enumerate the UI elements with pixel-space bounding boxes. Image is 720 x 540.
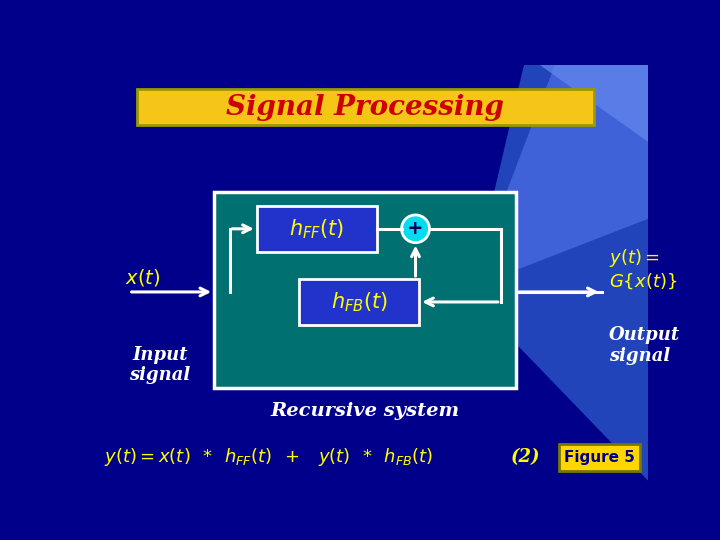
FancyBboxPatch shape (137, 90, 594, 125)
Text: (2): (2) (510, 449, 540, 467)
Text: $h_{FF}(t)$: $h_{FF}(t)$ (289, 217, 344, 241)
Bar (214, 192, 516, 388)
Text: Output
signal: Output signal (609, 327, 680, 365)
Polygon shape (469, 65, 648, 481)
Text: Figure 5: Figure 5 (564, 450, 634, 465)
Bar (300, 279, 419, 325)
Text: Input
signal: Input signal (129, 346, 190, 384)
Bar (559, 444, 640, 470)
Text: $x(t)$: $x(t)$ (125, 267, 160, 288)
Circle shape (402, 215, 429, 242)
Polygon shape (539, 65, 648, 142)
Polygon shape (469, 65, 648, 288)
Text: +: + (408, 219, 424, 238)
Text: $y(t) =$
$G\{x(t)\}$: $y(t) =$ $G\{x(t)\}$ (609, 247, 678, 291)
Bar (256, 206, 377, 252)
Text: Recursive system: Recursive system (271, 402, 459, 420)
Text: $h_{FB}(t)$: $h_{FB}(t)$ (330, 290, 388, 314)
Text: Signal Processing: Signal Processing (226, 93, 504, 120)
Text: $y(t) = x(t)$  $*$  $h_{FF}(t)$  $+$   $y(t)$  $*$  $h_{FB}(t)$: $y(t) = x(t)$ $*$ $h_{FF}(t)$ $+$ $y(t)$… (104, 447, 433, 469)
